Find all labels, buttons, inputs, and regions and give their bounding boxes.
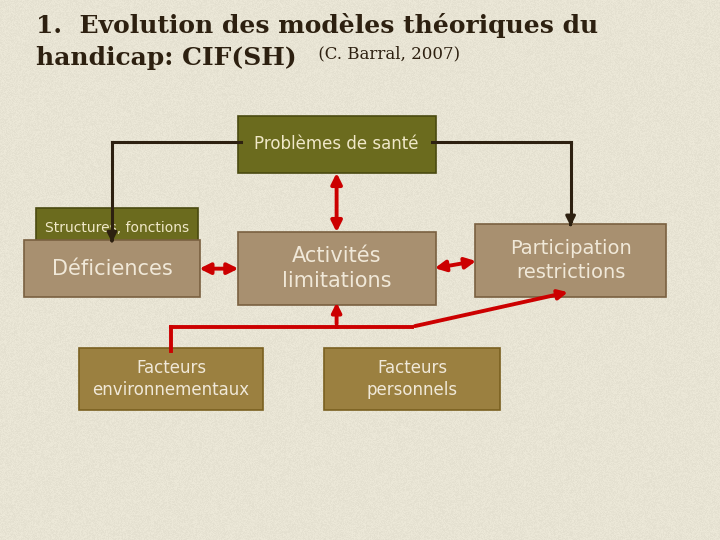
FancyBboxPatch shape bbox=[475, 224, 666, 297]
Text: Problèmes de santé: Problèmes de santé bbox=[254, 136, 419, 153]
Text: Facteurs
environnementaux: Facteurs environnementaux bbox=[92, 359, 250, 400]
Text: Structures, fonctions: Structures, fonctions bbox=[45, 221, 189, 235]
Text: 1.  Evolution des modèles théoriques du: 1. Evolution des modèles théoriques du bbox=[36, 14, 598, 38]
FancyBboxPatch shape bbox=[24, 240, 200, 297]
Text: (C. Barral, 2007): (C. Barral, 2007) bbox=[313, 45, 460, 62]
FancyBboxPatch shape bbox=[238, 116, 436, 173]
FancyBboxPatch shape bbox=[79, 348, 263, 410]
Text: Déficiences: Déficiences bbox=[52, 259, 172, 279]
Text: Facteurs
personnels: Facteurs personnels bbox=[366, 359, 458, 400]
FancyBboxPatch shape bbox=[324, 348, 500, 410]
Text: handicap: CIF(SH): handicap: CIF(SH) bbox=[36, 46, 297, 70]
FancyBboxPatch shape bbox=[36, 208, 198, 248]
Text: Activités
limitations: Activités limitations bbox=[282, 246, 392, 291]
FancyBboxPatch shape bbox=[238, 232, 436, 305]
Text: Participation
restrictions: Participation restrictions bbox=[510, 239, 631, 282]
